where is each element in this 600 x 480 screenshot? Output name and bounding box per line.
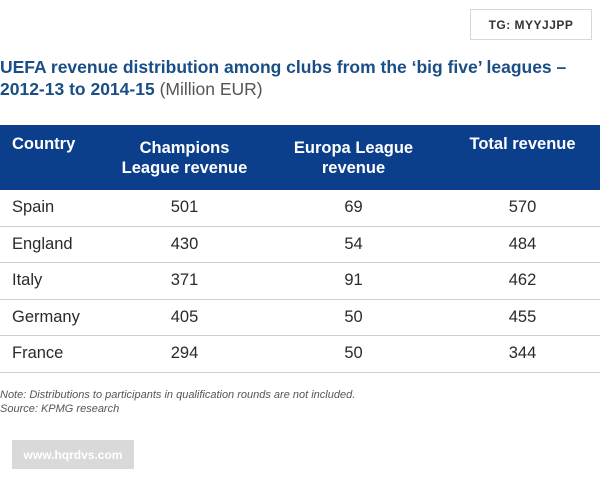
cell-country: Spain — [0, 190, 107, 227]
cell-country: Italy — [0, 262, 107, 300]
tg-badge: TG: MYYJJPP — [470, 9, 592, 40]
watermark-url: www.hqrdvs.com — [12, 440, 134, 469]
chart-unit: (Million EUR) — [159, 79, 263, 99]
header-total-line: Total revenue — [469, 135, 576, 153]
cell-country: Germany — [0, 299, 107, 336]
table-row: England 430 54 484 — [0, 226, 600, 263]
table-row: Spain 501 69 570 — [0, 190, 600, 227]
cell-total: 570 — [445, 190, 600, 227]
cell-champions-league: 371 — [107, 262, 262, 300]
cell-country: France — [0, 335, 107, 373]
cell-champions-league: 294 — [107, 335, 262, 373]
table-row: Italy 371 91 462 — [0, 262, 600, 300]
cell-champions-league: 430 — [107, 226, 262, 263]
cell-total: 344 — [445, 335, 600, 373]
cell-champions-league: 405 — [107, 299, 262, 336]
header-el-line-2: revenue — [321, 158, 386, 177]
table-header-row: Country Champions League revenue Europa … — [0, 125, 600, 190]
cell-europa-league: 50 — [262, 299, 445, 336]
header-total-revenue: Total revenue — [445, 125, 600, 190]
cell-total: 484 — [445, 226, 600, 263]
source-text: Source: KPMG research — [0, 403, 120, 415]
header-el-line-1: Europa League — [293, 138, 414, 157]
cell-total: 462 — [445, 262, 600, 300]
cell-champions-league: 501 — [107, 190, 262, 227]
cell-europa-league: 69 — [262, 190, 445, 227]
table-row: France 294 50 344 — [0, 335, 600, 373]
chart-title: UEFA revenue distribution among clubs fr… — [0, 56, 590, 100]
cell-europa-league: 91 — [262, 262, 445, 300]
header-champions-league: Champions League revenue — [107, 125, 262, 190]
table-row: Germany 405 50 455 — [0, 299, 600, 336]
header-cl-line-2: League revenue — [121, 158, 248, 177]
cell-country: England — [0, 226, 107, 263]
cell-total: 455 — [445, 299, 600, 336]
footnotes: Note: Distributions to participants in q… — [0, 388, 355, 416]
header-europa-league: Europa League revenue — [262, 125, 445, 190]
chart-title-text: UEFA revenue distribution among clubs fr… — [0, 57, 567, 99]
header-country-line: Country — [12, 135, 76, 153]
cell-europa-league: 54 — [262, 226, 445, 263]
header-country: Country — [0, 125, 107, 190]
cell-europa-league: 50 — [262, 335, 445, 373]
note-text: Note: Distributions to participants in q… — [0, 389, 356, 401]
revenue-table: Country Champions League revenue Europa … — [0, 125, 600, 373]
header-cl-line-1: Champions — [139, 138, 230, 157]
